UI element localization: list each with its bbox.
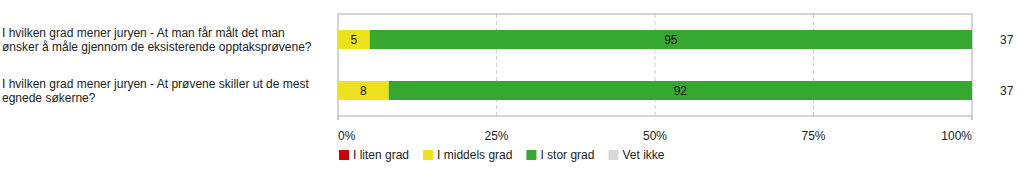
tick-mark [338,116,339,120]
bar-segment [389,81,972,100]
tick-label: 0% [338,129,356,143]
legend-swatch [339,150,349,160]
category-label: I hvilken grad mener juryen - At prøvene… [2,77,320,105]
legend-label: Vet ikke [622,148,664,162]
plot-frame [338,14,972,116]
data-label: 95 [664,33,678,47]
legend-swatch [526,150,536,160]
legend-label: I stor grad [540,148,594,162]
grid-line [496,14,497,116]
category-label: I hvilken grad mener juryen - At man får… [2,26,320,54]
data-label: 92 [674,84,688,98]
grid-line [655,14,656,116]
bar-segment [972,81,973,100]
bar-segment [370,30,972,49]
tick-mark [972,116,973,120]
count-label: 37 [1000,33,1014,47]
tick-label: 100% [941,129,972,143]
bar-segment [338,30,370,49]
legend-label: I liten grad [353,148,409,162]
bars [338,30,972,100]
tick-label: 25% [484,129,508,143]
legend-label: I middels grad [437,148,512,162]
legend-swatch [423,150,433,160]
count-label: 37 [1000,84,1014,98]
bar-segment [338,81,389,100]
tick-label: 75% [801,129,825,143]
bar-segment [972,30,973,49]
data-label: 8 [360,84,367,98]
grid-line [813,14,814,116]
legend-swatch [608,150,618,160]
tick-label: 50% [643,129,667,143]
data-label: 5 [351,33,358,47]
